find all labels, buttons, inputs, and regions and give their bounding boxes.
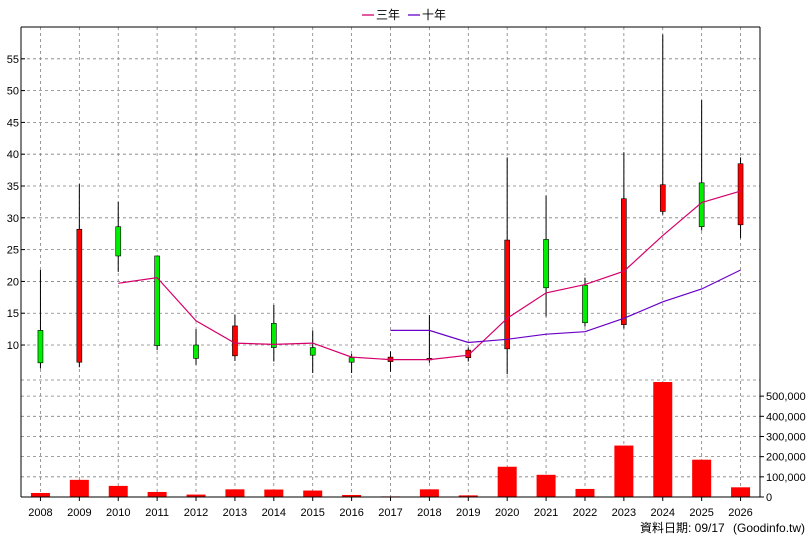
legend-label-ten-year: 十年 <box>422 8 446 22</box>
price-axis: 10 15 20 25 30 35 40 45 50 55 <box>7 54 25 352</box>
price-tick-label: 15 <box>7 308 19 320</box>
x-tick-label: 2018 <box>417 507 441 519</box>
legend: 三年 十年 <box>362 8 446 22</box>
x-tick-label: 2024 <box>651 507 675 519</box>
volume-bar <box>147 491 167 497</box>
volume-bar <box>692 459 712 497</box>
price-tick-label: 40 <box>7 149 19 161</box>
volume-bar <box>186 494 206 497</box>
candle-body <box>154 255 160 346</box>
price-tick-label: 25 <box>7 245 19 257</box>
x-tick-label: 2025 <box>689 507 713 519</box>
candle-body <box>659 184 666 212</box>
price-tick-label: 10 <box>7 340 19 352</box>
candle-body <box>76 228 83 363</box>
x-tick-label: 2008 <box>28 507 52 519</box>
x-tick-label: 2021 <box>534 507 558 519</box>
grid <box>21 27 760 497</box>
volume-axis: 0 100,000 200,000 300,000 400,000 500,000 <box>760 391 806 504</box>
volume-tick-label: 0 <box>766 492 772 504</box>
volume-bar <box>342 494 362 497</box>
volume-tick-label: 100,000 <box>766 472 806 484</box>
volume-bar <box>536 474 556 497</box>
candle-body <box>115 226 122 257</box>
volume-bar <box>264 489 284 497</box>
legend-label-three-year: 三年 <box>376 8 400 22</box>
moving-average-lines <box>118 190 741 361</box>
volume-tick-label: 300,000 <box>766 431 806 443</box>
x-tick-label: 2016 <box>339 507 363 519</box>
x-tick-label: 2019 <box>456 507 480 519</box>
x-axis: 2008 2009 2010 2011 2012 2013 2014 2015 2016 2017… <box>28 497 753 519</box>
x-tick-label: 2011 <box>145 507 169 519</box>
candles <box>37 34 744 375</box>
volume-bar <box>653 382 673 497</box>
candle-body <box>737 163 744 226</box>
candle-body <box>37 330 44 364</box>
candle-body <box>309 347 316 356</box>
x-tick-label: 2017 <box>378 507 402 519</box>
candle-body <box>621 198 627 325</box>
candle-body <box>193 344 199 359</box>
volume-bars <box>30 382 751 498</box>
x-tick-label: 2012 <box>184 507 208 519</box>
x-tick-label: 2013 <box>223 507 247 519</box>
x-tick-label: 2022 <box>573 507 597 519</box>
x-tick-label: 2009 <box>67 507 91 519</box>
volume-bar <box>419 489 439 497</box>
volume-bar <box>731 487 751 497</box>
candle-body <box>465 349 472 359</box>
candle-body <box>543 239 549 289</box>
x-tick-label: 2010 <box>106 507 130 519</box>
x-tick-label: 2014 <box>262 507 286 519</box>
series-line <box>118 190 741 361</box>
footer-source: (Goodinfo.tw) <box>733 521 805 535</box>
volume-bar <box>303 490 323 497</box>
volume-bar <box>225 489 245 497</box>
volume-bar <box>575 488 595 497</box>
volume-tick-label: 200,000 <box>766 452 806 464</box>
volume-bar <box>614 445 634 497</box>
x-tick-label: 2026 <box>728 507 752 519</box>
volume-bar <box>30 492 50 497</box>
x-tick-label: 2020 <box>495 507 519 519</box>
x-tick-label: 2023 <box>612 507 636 519</box>
volume-bar <box>108 485 128 497</box>
x-tick-label: 2015 <box>300 507 324 519</box>
candle-body <box>582 284 588 324</box>
volume-bar <box>458 495 478 497</box>
price-tick-label: 35 <box>7 181 19 193</box>
candle-body <box>504 239 510 350</box>
series-line <box>390 269 741 344</box>
volume-tick-label: 400,000 <box>766 411 806 423</box>
candle-body <box>232 325 238 357</box>
price-tick-label: 55 <box>7 54 19 66</box>
price-tick-label: 45 <box>7 117 19 129</box>
volume-bar <box>69 479 89 497</box>
volume-bar <box>497 466 517 497</box>
price-tick-label: 20 <box>7 276 19 288</box>
price-tick-label: 30 <box>7 213 19 225</box>
volume-tick-label: 500,000 <box>766 391 806 403</box>
price-tick-label: 50 <box>7 86 19 98</box>
candle-body <box>348 357 355 363</box>
footer-date: 資料日期: 09/17 <box>640 521 725 535</box>
candle-body <box>271 323 277 348</box>
